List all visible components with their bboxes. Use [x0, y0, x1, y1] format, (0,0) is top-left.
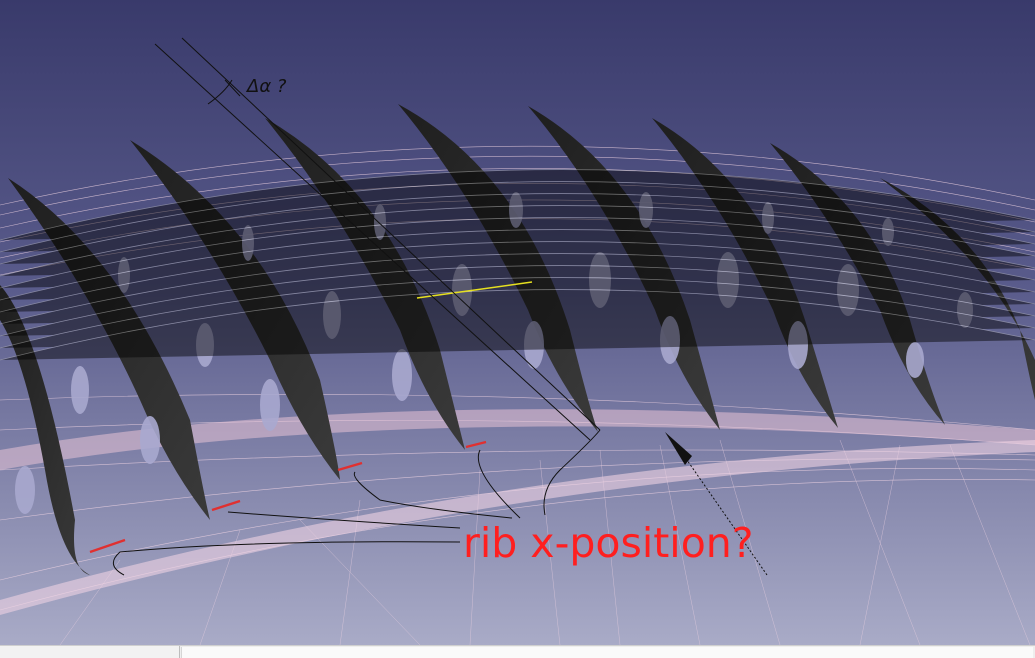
rib-8 — [770, 143, 945, 425]
rib-5 — [398, 104, 598, 432]
trailing-band — [0, 440, 1035, 615]
angle-lines — [154, 37, 601, 441]
rib-x-position-label: rib x-position? — [463, 519, 754, 567]
status-right-panel — [181, 647, 1033, 658]
yellow-highlight-line — [416, 281, 533, 299]
rib-1 — [0, 285, 90, 575]
angle-delta-label: Δα ? — [247, 76, 287, 97]
lower-lines — [59, 439, 1031, 645]
status-left-panel — [0, 646, 180, 658]
pointer-arrow — [665, 432, 768, 576]
x-position-markers — [89, 440, 487, 554]
rib-4 — [265, 118, 465, 450]
surface-stripes — [0, 169, 1035, 361]
rib-3 — [130, 140, 340, 480]
annotation-curves — [113, 429, 601, 576]
status-bar — [0, 645, 1035, 658]
rib-holes — [15, 192, 973, 514]
spar-band — [0, 409, 1035, 470]
